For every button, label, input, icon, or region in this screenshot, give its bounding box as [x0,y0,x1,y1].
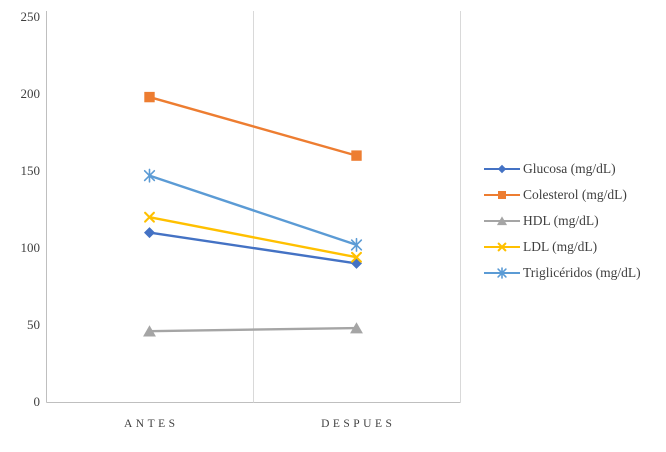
square-marker-icon [484,191,520,199]
axis-lines [46,11,461,403]
y-axis-tick-label: 50 [27,317,40,332]
triangle-marker-icon [350,322,363,334]
legend-item: Glucosa (mg/dL) [484,156,641,182]
series-asterisk [143,168,363,252]
series-diamond [144,227,362,269]
legend-item-label: Triglicéridos (mg/dL) [523,265,641,280]
diamond-marker-icon [144,227,155,239]
legend-item: Triglicéridos (mg/dL) [484,260,641,286]
x-category-label: DESPUES [321,418,396,430]
x-marker-icon [484,242,520,252]
legend-item: Colesterol (mg/dL) [484,182,641,208]
series-square [144,91,362,161]
y-axis-tick-label: 250 [20,9,41,24]
asterisk-marker-icon [143,168,156,183]
legend-item-label: LDL (mg/dL) [523,239,598,254]
y-axis-tick-label: 150 [20,163,41,178]
triangle-marker-icon [484,216,520,226]
legend: Glucosa (mg/dL) Colesterol (mg/dL) HDL (mg… [484,156,641,286]
x-marker-icon [144,211,155,223]
asterisk-marker-icon [350,237,363,252]
square-marker-icon [351,150,362,161]
x-marker-icon [351,251,362,263]
y-axis-tick-label: 100 [20,240,41,255]
legend-item-label: Glucosa (mg/dL) [523,161,616,176]
y-axis-tick-label: 0 [33,394,41,409]
legend-item: LDL (mg/dL) [484,234,641,260]
square-marker-icon [144,91,155,103]
diamond-marker-icon [351,257,362,269]
triangle-marker-icon [143,325,156,337]
y-axis-tick-label: 200 [20,86,41,101]
x-category-label: ANTES [123,418,179,430]
asterisk-marker-icon [484,267,520,279]
legend-item: HDL (mg/dL) [484,208,641,234]
series-x [144,211,362,263]
series-triangle [143,322,363,337]
legend-item-label: HDL (mg/dL) [523,213,599,228]
legend-item-label: Colesterol (mg/dL) [523,187,627,202]
diamond-marker-icon [484,164,520,174]
